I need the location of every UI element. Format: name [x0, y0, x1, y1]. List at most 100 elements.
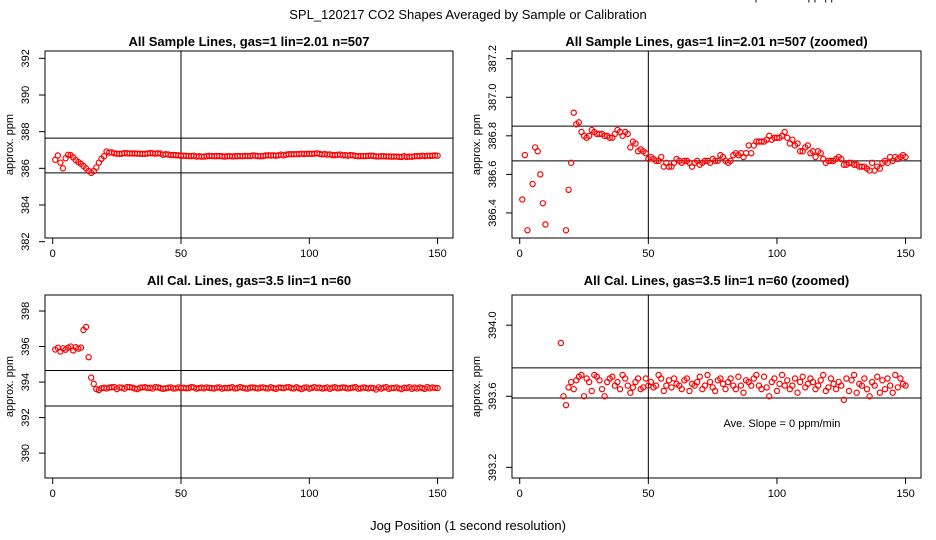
data-point [897, 375, 904, 382]
y-tick-label: 387.0 [487, 84, 499, 112]
data-point [876, 165, 884, 172]
annotation: Ave. Std. Dev. = 0.56 ppm [718, 0, 846, 3]
data-point [712, 157, 719, 165]
data-point [657, 375, 665, 382]
data-point [719, 380, 727, 388]
data-point [773, 387, 781, 395]
data-point [431, 384, 439, 392]
data-point [748, 149, 755, 157]
data-point [817, 377, 824, 384]
data-point [542, 221, 549, 228]
data-point [434, 152, 441, 159]
data-point [902, 153, 909, 161]
y-tick-label: 388 [20, 122, 32, 140]
data-point [545, 239, 550, 244]
data-point [874, 373, 881, 380]
data-point [434, 384, 441, 392]
data-points [52, 323, 441, 394]
chart-panel-2: All Sample Lines, gas=1 lin=2.01 n=507 (… [471, 0, 922, 321]
y-tick-label: 394.0 [487, 311, 499, 339]
data-point [722, 385, 729, 393]
data-point [766, 393, 773, 400]
data-point [629, 384, 637, 391]
data-point [886, 382, 894, 389]
data-point [100, 153, 108, 160]
y-tick-label: 386.6 [487, 161, 499, 189]
x-tick-label: 0 [50, 488, 56, 500]
data-point [553, 74, 558, 79]
data-point [848, 377, 855, 384]
y-tick-label: 387.2 [487, 45, 499, 73]
x-tick-label: 150 [896, 488, 914, 500]
data-point [627, 389, 634, 396]
y-tick-label: 386.4 [487, 199, 499, 227]
data-point [562, 401, 570, 409]
panel-title: All Sample Lines, gas=1 lin=2.01 n=507 [129, 34, 370, 49]
x-tick-label: 150 [428, 248, 446, 260]
data-point [665, 377, 673, 384]
data-point [632, 140, 639, 147]
data-point [712, 387, 719, 395]
data-point [575, 119, 583, 126]
data-point [621, 375, 629, 382]
chart-panel-3: All Cal. Lines, gas=3.5 lin=1 n=60 approx… [4, 273, 454, 500]
data-point [742, 149, 750, 157]
data-point [578, 371, 585, 379]
data-points [52, 148, 441, 177]
y-axis-label: approx. ppm [4, 356, 16, 417]
data-point [665, 163, 673, 170]
x-tick-label: 50 [642, 248, 654, 260]
data-point [776, 380, 783, 388]
data-point [717, 375, 724, 382]
data-point [817, 149, 824, 157]
chart-panel-1: All Sample Lines, gas=1 lin=2.01 n=507 ap… [4, 34, 454, 260]
data-point [77, 344, 85, 351]
y-tick-label: 386.8 [487, 122, 499, 150]
data-point [627, 144, 634, 151]
data-point [727, 375, 734, 382]
panel-title: All Cal. Lines, gas=3.5 lin=1 n=60 (zoom… [584, 273, 850, 288]
data-point [90, 380, 97, 388]
data-point [812, 153, 819, 161]
data-point [580, 393, 588, 400]
data-point [683, 375, 691, 382]
data-point [529, 180, 536, 188]
data-point [560, 393, 567, 400]
data-point [570, 385, 577, 393]
x-tick-label: 0 [517, 248, 523, 260]
data-point [732, 385, 739, 393]
data-point [527, 287, 532, 292]
data-point [838, 155, 845, 163]
data-point [588, 387, 595, 395]
data-point [87, 374, 95, 381]
data-point [760, 373, 768, 380]
data-point [519, 196, 526, 203]
y-axis-label: approx. ppm [471, 356, 483, 417]
data-point [570, 109, 577, 116]
data-point [558, 316, 563, 321]
data-point [784, 134, 791, 141]
x-tick-label: 150 [428, 488, 446, 500]
data-point [892, 371, 899, 379]
y-axis-label: approx. ppm [471, 114, 483, 175]
data-point [567, 159, 575, 167]
x-tick-label: 100 [768, 488, 786, 500]
data-point [789, 136, 796, 143]
data-point [809, 378, 817, 386]
panel-title: All Sample Lines, gas=1 lin=2.01 n=507 (… [565, 34, 867, 49]
data-point [830, 380, 837, 388]
y-tick-label: 392 [20, 49, 32, 67]
data-point [85, 353, 92, 361]
data-point [585, 132, 593, 140]
data-point [548, 262, 553, 267]
data-point [614, 378, 621, 386]
data-point [561, 278, 566, 283]
x-tick-label: 100 [300, 248, 318, 260]
data-point [796, 148, 804, 155]
data-point [791, 375, 799, 382]
data-point [567, 378, 575, 386]
y-tick-label: 393.2 [487, 454, 499, 482]
data-point [879, 377, 886, 384]
data-points [553, 74, 909, 409]
y-tick-label: 384 [20, 196, 32, 214]
